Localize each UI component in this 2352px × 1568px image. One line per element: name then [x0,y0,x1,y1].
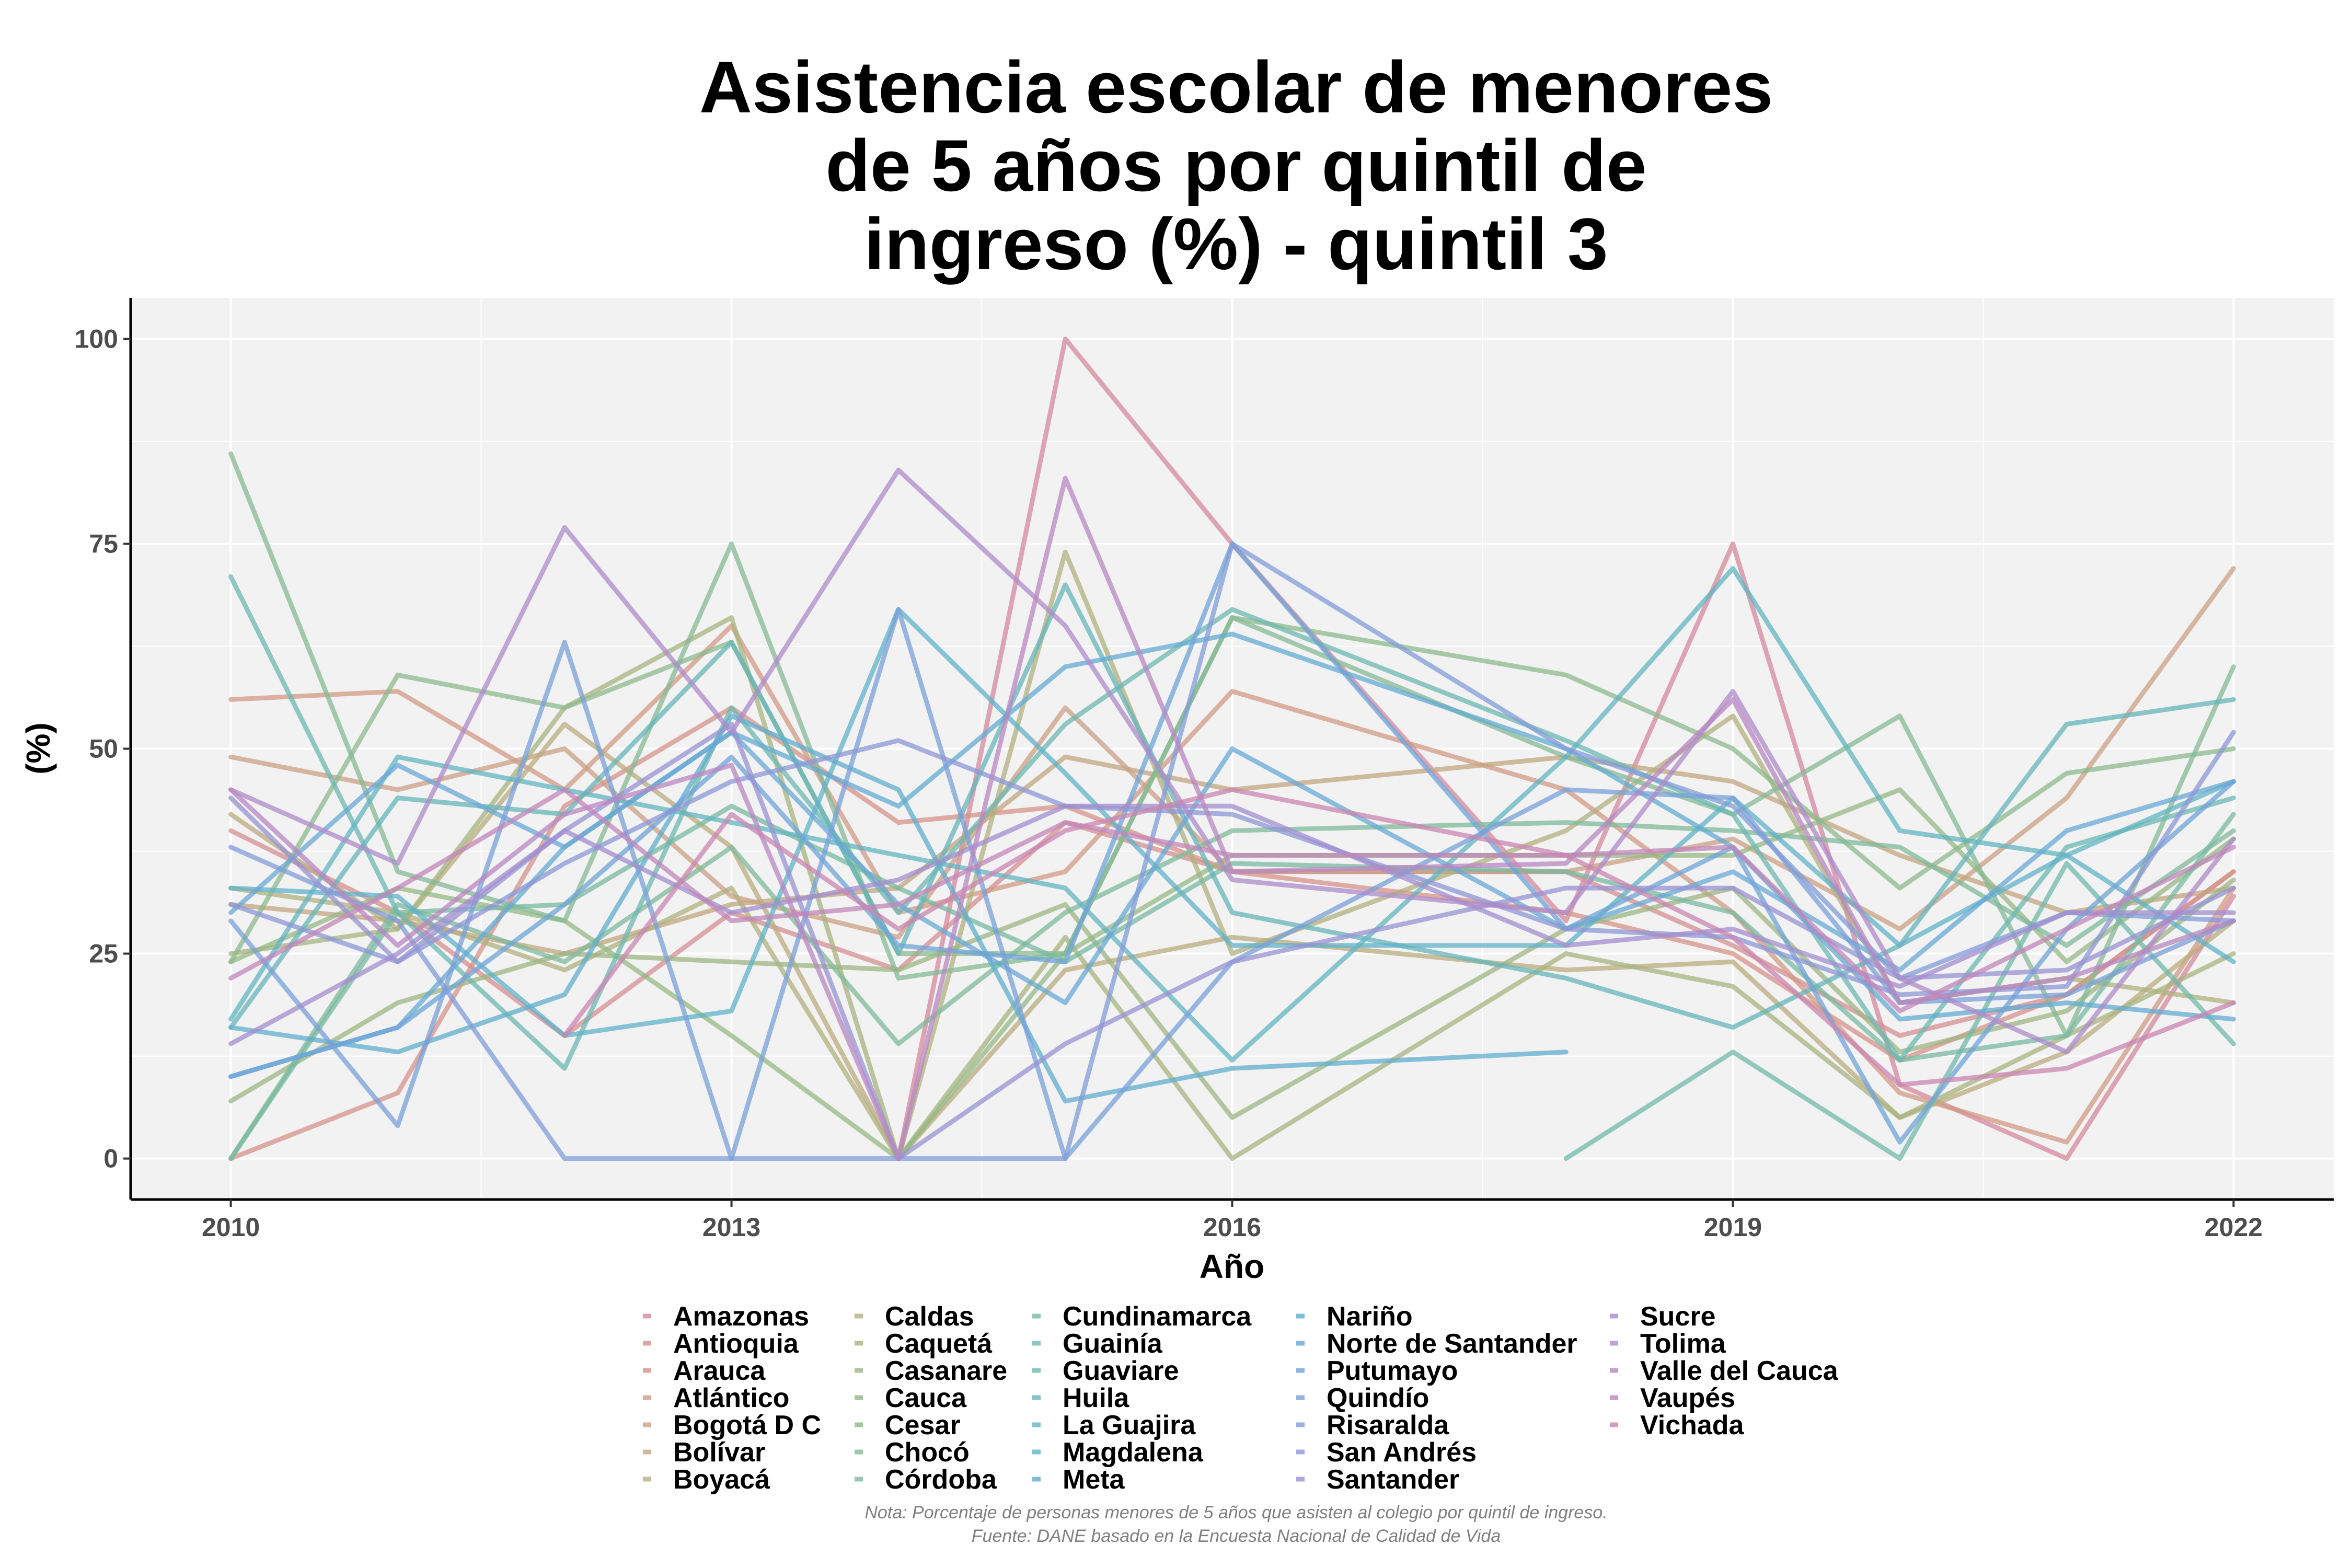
series-line-cundinamarca [228,803,2236,1161]
legend-label-santander: Santander [1327,1465,1459,1495]
legend-label-antioquia: Antioquia [673,1329,799,1359]
legend-label-arauca: Arauca [673,1356,766,1386]
legend-label-putumayo: Putumayo [1327,1356,1458,1386]
legend-label-sucre: Sucre [1640,1301,1716,1332]
caption: Nota: Porcentaje de personas menores de … [864,1503,1607,1546]
x-tick-label: 2019 [1704,1213,1762,1242]
legend-label-valle-del-cauca: Valle del Cauca [1640,1356,1839,1386]
legend-label-caqueta: Caquetá [885,1329,993,1359]
chart-title-line-3: ingreso (%) - quintil 3 [864,203,1608,285]
series-line-vichada [562,787,2236,1087]
y-axis: 0 25 50 75 100 [75,324,131,1173]
chart-title-line-2: de 5 años por quintil de [825,124,1646,206]
y-tick-label: 75 [89,529,118,558]
chart-title-line-1: Asistencia escolar de menores [699,46,1773,128]
legend-label-cordoba: Córdoba [885,1465,997,1495]
legend-label-vichada: Vichada [1640,1410,1745,1440]
series-line-guainia [1563,861,2236,1161]
legend-label-bolivar: Bolívar [673,1437,765,1468]
series-line-vaupes [228,787,2236,1013]
legend-label-choco: Chocó [885,1437,970,1468]
legend-label-cauca: Cauca [885,1383,967,1413]
series-line-quindio [228,607,2236,1161]
series-line-la-guajira [228,566,2236,1063]
x-axis: 2010 2013 2016 2019 2022 [202,1200,2263,1242]
y-tick-label: 25 [89,939,118,969]
legend-label-norte-de-santander: Norte de Santander [1327,1329,1577,1359]
legend-label-caldas: Caldas [885,1301,974,1332]
legend-label-cundinamarca: Cundinamarca [1063,1301,1252,1332]
legend-label-casanare: Casanare [885,1356,1007,1386]
x-tick-label: 2022 [2205,1213,2263,1242]
y-tick-label: 50 [89,734,118,764]
series-lines [228,336,2236,1161]
y-tick-label: 0 [103,1144,118,1173]
legend-label-atlantico: Atlántico [673,1383,789,1413]
legend-label-amazonas: Amazonas [673,1301,809,1332]
legend-label-meta: Meta [1063,1465,1125,1495]
caption-note: Nota: Porcentaje de personas menores de … [864,1503,1607,1523]
legend-label-guainia: Guainía [1063,1329,1163,1359]
series-line-choco [228,451,2236,1038]
legend-label-guaviare: Guaviare [1063,1356,1179,1386]
legend-label-quindio: Quindío [1327,1383,1429,1413]
x-tick-label: 2010 [202,1213,260,1242]
series-line-casanare [228,877,2236,1120]
legend-label-bogota-d-c: Bogotá D C [673,1410,821,1440]
series-line-sucre [228,803,2236,1046]
legend-label-la-guajira: La Guajira [1063,1410,1196,1440]
x-axis-title: Año [1200,1248,1264,1285]
x-tick-label: 2013 [702,1213,760,1242]
series-line-risaralda [228,541,2236,1161]
legend-label-tolima: Tolima [1640,1329,1726,1359]
y-axis-title: (%) [19,722,57,775]
caption-source: Fuente: DANE basado en la Encuesta Nacio… [972,1526,1501,1546]
series-line-tolima [228,467,2236,1055]
legend-label-risaralda: Risaralda [1327,1410,1449,1440]
chart-title: Asistencia escolar de menores de 5 años … [699,46,1773,285]
y-tick-label: 100 [75,324,118,353]
series-line-amazonas [896,336,2236,1161]
legend-label-cesar: Cesar [885,1410,961,1440]
legend-label-huila: Huila [1063,1383,1129,1413]
series-line-guaviare [228,574,2236,1071]
legend-label-boyaca: Boyacá [673,1465,770,1495]
series-line-cauca [228,787,2236,1161]
legend-label-vaupes: Vaupés [1640,1383,1735,1413]
legend-label-san-andres: San Andrés [1327,1437,1477,1468]
legend-label-narino: Nariño [1327,1301,1413,1332]
x-tick-label: 2016 [1203,1213,1261,1242]
legend-label-magdalena: Magdalena [1063,1437,1204,1468]
